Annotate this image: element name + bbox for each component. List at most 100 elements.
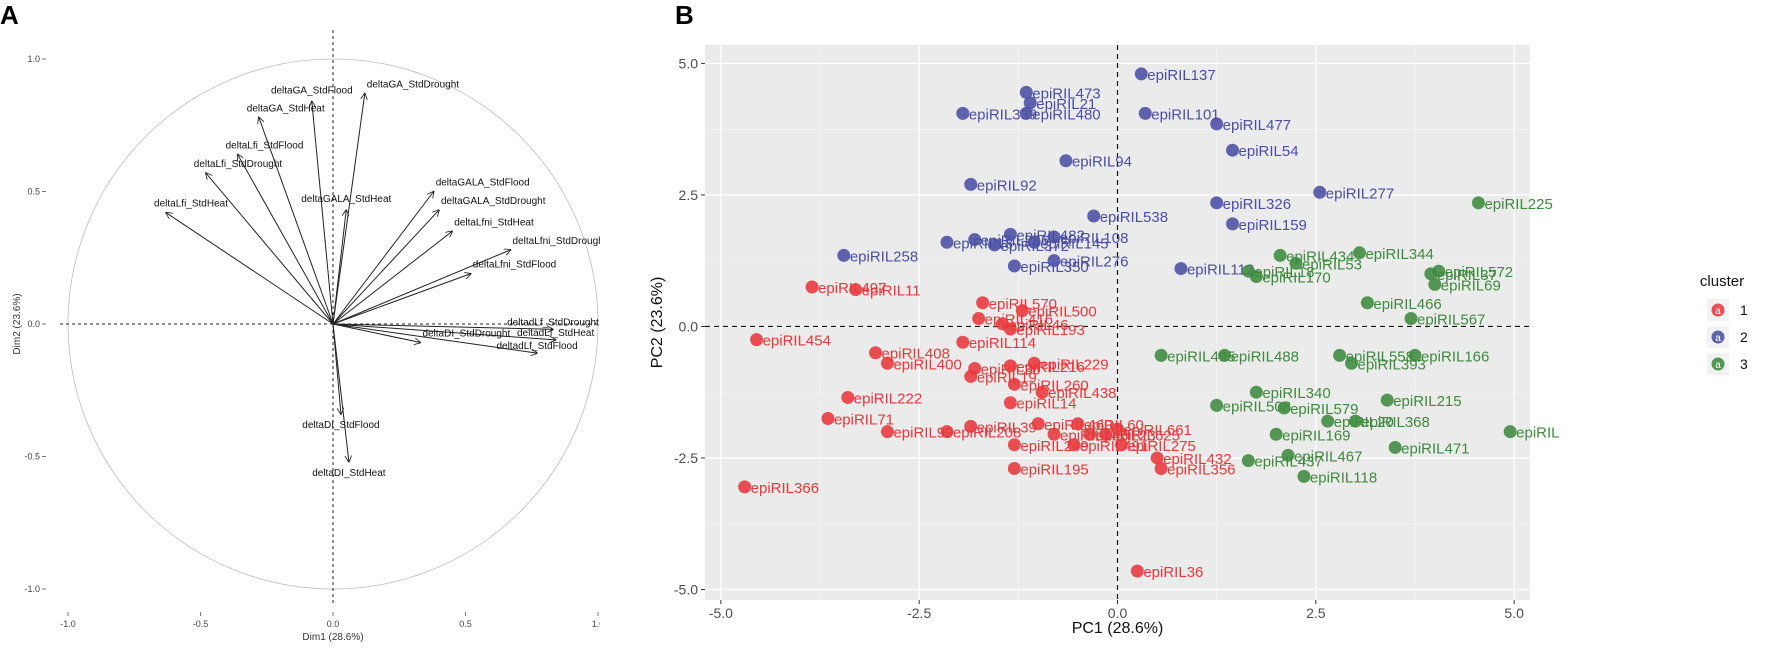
loading-arrow xyxy=(259,117,334,325)
data-point xyxy=(1027,235,1041,249)
data-point-label: epiRIL434 xyxy=(1286,248,1354,265)
loading-arrow xyxy=(166,213,334,325)
data-point-label: epiRIL20 xyxy=(1334,414,1394,431)
legend-key-glyph: a xyxy=(1715,333,1721,344)
arrow-label: deltaLfni_StdFlood xyxy=(473,260,556,271)
data-point-label: epiRIL69 xyxy=(1441,277,1501,294)
data-point-label: epiRIL53 xyxy=(1302,256,1362,273)
data-point-label: epiRIL466 xyxy=(1373,296,1441,313)
data-point xyxy=(964,369,978,383)
data-point-label: epiRIL170 xyxy=(1262,269,1330,286)
data-point xyxy=(1226,143,1240,157)
data-point xyxy=(964,177,978,191)
data-point xyxy=(1111,422,1124,436)
data-point-label: epiRIL18 xyxy=(1254,264,1314,281)
data-point-label: epiRIL276 xyxy=(1060,254,1128,271)
data-point-label: epiRIL101 xyxy=(1151,106,1219,123)
data-point-label: epiRIL491 xyxy=(1080,438,1148,455)
legend-key-dot xyxy=(1711,303,1725,317)
data-point xyxy=(1249,385,1263,399)
y-tick-label: 5.0 xyxy=(679,55,699,71)
data-point xyxy=(1003,227,1017,241)
data-point-label: epiRIL344 xyxy=(1365,246,1433,263)
y-axis-title: PC2 (23.6%) xyxy=(649,277,666,369)
data-point xyxy=(1348,414,1362,428)
panel-label-a: A xyxy=(0,0,19,30)
data-point-label: epiRIL350 xyxy=(1020,259,1088,276)
data-point-label: epiRIL438 xyxy=(1048,385,1116,402)
data-point xyxy=(1471,196,1485,210)
data-point xyxy=(968,233,982,247)
data-point-label: epiRIL229 xyxy=(1040,356,1108,373)
arrow-label: deltaLfi_StdDrought xyxy=(194,159,283,170)
data-point xyxy=(1404,312,1418,326)
legend-entry-label: 1 xyxy=(1740,302,1748,318)
data-point-label: epiRIL166 xyxy=(1421,348,1489,365)
data-point xyxy=(988,238,1002,252)
y-tick-label: 0.0 xyxy=(27,319,40,329)
data-point xyxy=(1059,154,1073,168)
data-point xyxy=(1428,277,1442,291)
data-point-label: epiRIL114 xyxy=(969,335,1036,352)
data-point-label: epiRIL372 xyxy=(1001,238,1069,255)
data-point xyxy=(956,335,970,349)
legend-key-glyph: a xyxy=(1715,360,1721,371)
data-point-label: epiRIL54 xyxy=(1239,143,1299,160)
variables-factor-map: -1.0 -1.0 -0.5 -0.5 0.0 0.0 0.5 0.5 1.0 1.0 Dim1 (… xyxy=(12,30,600,643)
data-point xyxy=(1218,348,1232,362)
data-point-label: epiRIL222 xyxy=(854,390,922,407)
arrow-label: deltaGALA_StdHeat xyxy=(301,194,391,205)
y-tick-label: -2.5 xyxy=(674,450,698,466)
data-point xyxy=(1241,454,1255,468)
data-point xyxy=(1134,67,1148,81)
data-point xyxy=(1023,96,1037,110)
x-tick-label: -1.0 xyxy=(60,619,76,629)
data-point xyxy=(1007,438,1021,452)
loading-arrow xyxy=(332,192,434,325)
data-point-label: epiRIL340 xyxy=(1262,385,1330,402)
data-point-label: epiRIL46 xyxy=(1008,317,1068,334)
data-point-label: epiRIL216 xyxy=(1016,359,1084,376)
legend-key-dot xyxy=(1711,330,1725,344)
y-tick-label: -1.0 xyxy=(24,584,40,594)
arrow-label: deltaLfni_StdHeat xyxy=(454,217,534,228)
data-point-label: epiRIL368 xyxy=(1361,414,1429,431)
data-point-label: epiRIL275 xyxy=(1127,438,1195,455)
data-point xyxy=(1333,348,1347,362)
arrow-label: deltaDI_StdDrought xyxy=(422,329,510,340)
data-point xyxy=(1408,348,1422,362)
data-point xyxy=(1321,414,1335,428)
data-point-label: epiRIL473 xyxy=(1032,85,1100,102)
loading-arrow xyxy=(332,323,349,462)
data-point-label: epiRIL215 xyxy=(1393,393,1461,410)
arrow-label: deltadLf_StdFlood xyxy=(496,341,577,352)
arrow-label: deltaGA_StdHeat xyxy=(247,103,325,114)
x-tick-label: 5.0 xyxy=(1504,605,1524,621)
data-point xyxy=(1007,377,1021,391)
legend-key-glyph: a xyxy=(1715,306,1721,317)
data-point-label: epiRIL538 xyxy=(1100,209,1168,226)
data-point-label: epiRIL454 xyxy=(763,333,831,350)
loading-arrow xyxy=(238,154,334,325)
panel-label-b: B xyxy=(675,0,694,30)
data-point xyxy=(1154,461,1168,475)
data-point-label: epiRIL471 xyxy=(1401,440,1469,457)
data-point-label: epiRIL480 xyxy=(1032,106,1100,123)
data-point xyxy=(1047,427,1061,441)
data-point-label: epiRIL225 xyxy=(1484,196,1552,213)
arrow-label: deltaDI_StdHeat xyxy=(312,468,386,479)
data-point xyxy=(1380,393,1394,407)
data-point-label: epiRIL432 xyxy=(1163,451,1231,468)
x-axis-title: PC1 (28.6%) xyxy=(1072,620,1164,637)
data-point xyxy=(1130,564,1144,578)
data-point-label: epiRIL11 xyxy=(862,283,921,300)
data-point xyxy=(1345,356,1359,370)
data-point-label: epiRIL500 xyxy=(1028,304,1096,321)
y-tick-label: 0.0 xyxy=(679,318,699,334)
data-point xyxy=(1083,427,1097,441)
data-point xyxy=(1031,417,1045,431)
x-axis-title: Dim1 (28.6%) xyxy=(302,632,363,643)
data-point xyxy=(940,235,954,249)
arrow-label: deltadLf_StdHeat xyxy=(517,328,595,339)
data-point xyxy=(940,425,954,439)
